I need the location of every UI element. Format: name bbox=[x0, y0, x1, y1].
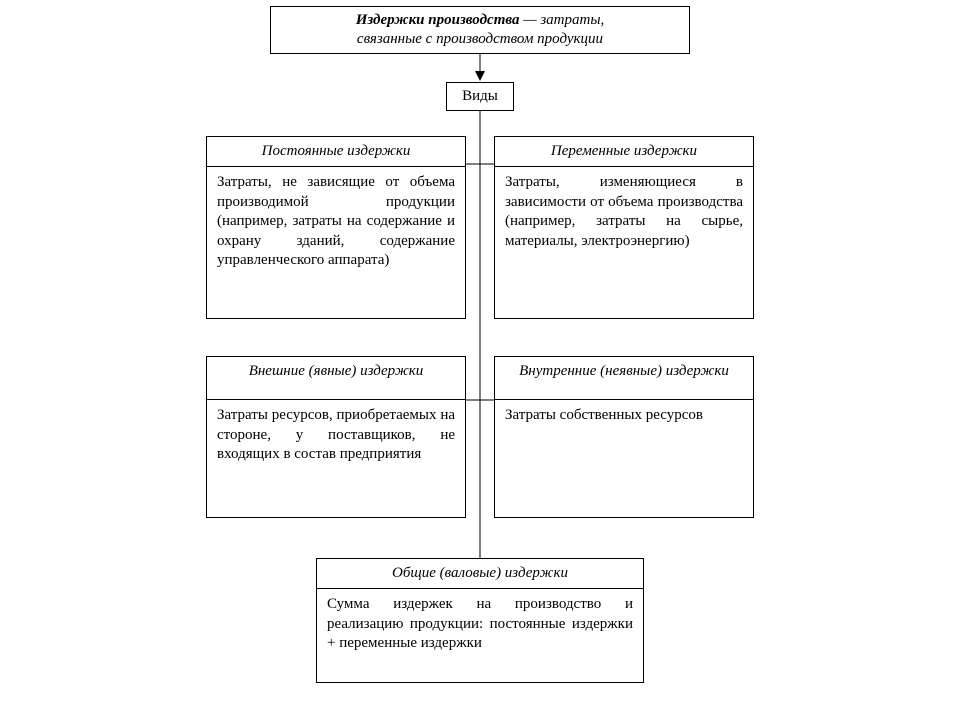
row1-right: Переменные издержки Затраты, изменяющиес… bbox=[494, 136, 754, 319]
row1-right-title: Переменные издержки bbox=[494, 136, 754, 167]
header-term: Издержки производства bbox=[356, 12, 520, 28]
row1-left-body: Затраты, не зависящие от объема производ… bbox=[206, 167, 466, 319]
header-rest2: связанные с производством продукции bbox=[357, 31, 603, 47]
header-box: Издержки производства — затраты, связанн… bbox=[270, 6, 690, 54]
bottom-title: Общие (валовые) издержки bbox=[316, 558, 644, 589]
row1-left: Постоянные издержки Затраты, не зависящи… bbox=[206, 136, 466, 319]
row2-left-body: Затраты ресурсов, приобретаемых на сторо… bbox=[206, 400, 466, 518]
bottom-box: Общие (валовые) издержки Сумма издержек … bbox=[316, 558, 644, 683]
types-box: Виды bbox=[446, 82, 514, 111]
row2-right-body: Затраты собственных ресурсов bbox=[494, 400, 754, 518]
row2-left: Внешние (явные) издержки Затраты ресурсо… bbox=[206, 356, 466, 518]
row1-right-body: Затраты, изменяющиеся в зависимости от о… bbox=[494, 167, 754, 319]
row1-left-title: Постоянные издержки bbox=[206, 136, 466, 167]
bottom-body: Сумма издержек на производство и реализа… bbox=[316, 589, 644, 683]
row2-left-title: Внешние (явные) издержки bbox=[206, 356, 466, 400]
row2-right: Внутренние (неявные) издержки Затраты со… bbox=[494, 356, 754, 518]
header-rest1: затраты, bbox=[540, 12, 604, 28]
header-dash: — bbox=[519, 12, 540, 28]
types-label: Виды bbox=[462, 88, 498, 104]
row2-right-title: Внутренние (неявные) издержки bbox=[494, 356, 754, 400]
